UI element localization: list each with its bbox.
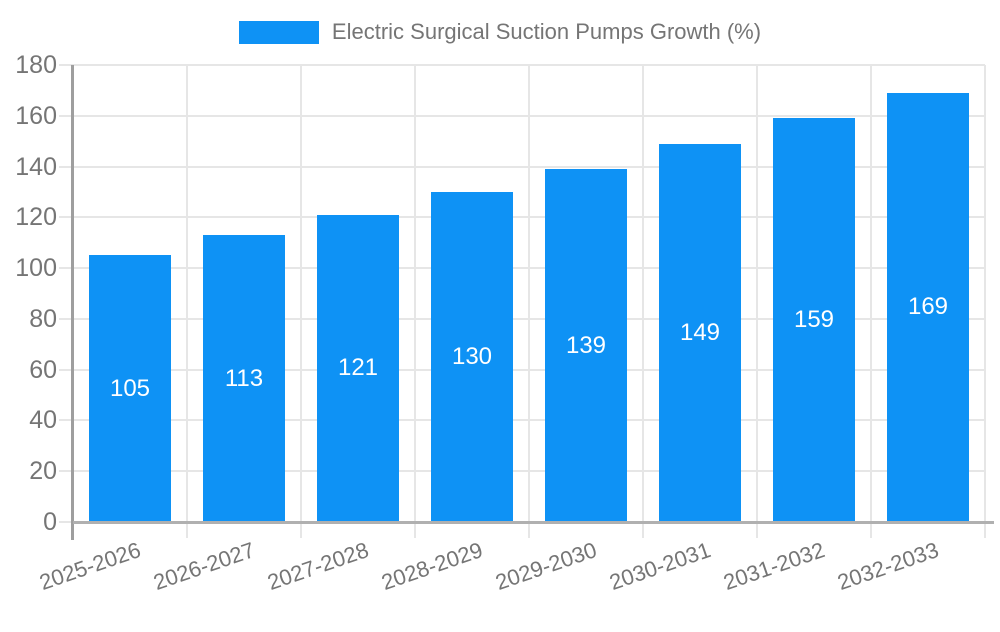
bar-value-label: 113 [224, 364, 264, 392]
bar-value-label: 105 [109, 374, 151, 402]
bar: 139 [545, 169, 627, 522]
y-tick [59, 419, 73, 422]
y-tick [59, 165, 73, 168]
v-gridline [642, 65, 644, 522]
y-axis-label: 40 [29, 406, 57, 435]
bar-value-label: 139 [565, 331, 607, 359]
y-axis-label: 0 [43, 508, 57, 536]
h-gridline [73, 419, 985, 422]
legend: Electric Surgical Suction Pumps Growth (… [0, 19, 1000, 45]
h-gridline [73, 64, 985, 66]
y-axis-label: 160 [15, 101, 57, 130]
x-axis-label: 2032-2033 [834, 537, 942, 595]
h-gridline [73, 165, 985, 168]
bar: 169 [887, 92, 969, 522]
y-tick [59, 267, 73, 270]
y-axis-label: 140 [15, 152, 57, 181]
y-axis-label: 180 [15, 51, 57, 79]
bar-value-label: 169 [907, 293, 949, 321]
x-tick [642, 522, 644, 538]
bar-value-label: 121 [337, 354, 379, 382]
h-gridline [73, 317, 985, 320]
bar: 149 [659, 143, 741, 522]
y-tick [59, 64, 73, 66]
y-axis-label: 80 [29, 304, 57, 333]
bar: 113 [203, 235, 285, 522]
x-tick [300, 522, 302, 538]
y-axis-line [71, 65, 74, 540]
h-gridline [73, 216, 985, 219]
bar: 130 [431, 191, 513, 522]
v-gridline [300, 65, 302, 522]
h-gridline [73, 368, 985, 371]
x-tick [186, 522, 188, 538]
bar: 105 [89, 255, 171, 522]
v-gridline [186, 65, 188, 522]
v-gridline [984, 65, 986, 522]
y-tick [59, 368, 73, 371]
h-gridline [73, 470, 985, 473]
legend-swatch [238, 20, 319, 44]
x-tick [414, 522, 416, 538]
v-gridline [756, 65, 758, 522]
y-tick [59, 521, 73, 523]
y-axis-label: 60 [29, 355, 57, 384]
h-gridline [73, 267, 985, 270]
x-tick [756, 522, 758, 538]
bar-value-label: 149 [679, 318, 721, 346]
bar-value-label: 159 [793, 306, 835, 334]
y-tick [59, 470, 73, 473]
h-gridline [73, 114, 985, 117]
y-tick [59, 114, 73, 117]
y-tick [59, 216, 73, 219]
y-tick [59, 317, 73, 320]
x-axis-baseline [73, 521, 994, 524]
y-axis-label: 120 [15, 203, 57, 232]
x-tick [870, 522, 872, 538]
bar: 159 [773, 118, 855, 522]
x-tick [528, 522, 530, 538]
bar: 121 [317, 214, 399, 522]
v-gridline [870, 65, 872, 522]
bar-value-label: 130 [451, 342, 493, 370]
y-axis-label: 20 [29, 457, 57, 486]
y-axis-label: 100 [15, 254, 57, 283]
v-gridline [414, 65, 416, 522]
x-tick [984, 522, 986, 538]
v-gridline [528, 65, 530, 522]
plot-area: 0 20 40 60 80 100 120 140 160 180 105 113 121 130 139 1… [15, 51, 994, 595]
legend-label: Electric Surgical Suction Pumps Growth (… [331, 19, 762, 44]
